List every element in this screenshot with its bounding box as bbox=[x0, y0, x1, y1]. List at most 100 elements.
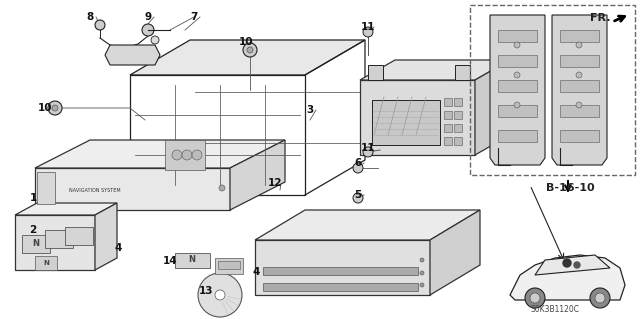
Polygon shape bbox=[360, 80, 475, 155]
Text: 2: 2 bbox=[29, 225, 36, 235]
Circle shape bbox=[420, 283, 424, 287]
Text: 4: 4 bbox=[252, 267, 260, 277]
Text: 10: 10 bbox=[239, 37, 253, 47]
Circle shape bbox=[52, 105, 58, 111]
Circle shape bbox=[363, 27, 373, 37]
Circle shape bbox=[576, 42, 582, 48]
Bar bbox=[498, 30, 537, 42]
Circle shape bbox=[198, 273, 242, 317]
Text: 1: 1 bbox=[29, 193, 36, 203]
Text: 3: 3 bbox=[307, 105, 314, 115]
Circle shape bbox=[530, 293, 540, 303]
Text: 10: 10 bbox=[38, 103, 52, 113]
Polygon shape bbox=[230, 140, 285, 210]
Text: 5: 5 bbox=[355, 190, 362, 200]
Polygon shape bbox=[95, 203, 117, 270]
Circle shape bbox=[420, 258, 424, 262]
Polygon shape bbox=[165, 140, 205, 170]
Bar bbox=[263, 267, 418, 275]
Circle shape bbox=[525, 288, 545, 308]
Polygon shape bbox=[15, 203, 117, 215]
Bar bbox=[498, 130, 537, 142]
Bar bbox=[454, 137, 462, 145]
Polygon shape bbox=[455, 65, 470, 80]
Circle shape bbox=[172, 150, 182, 160]
Text: N: N bbox=[43, 260, 49, 266]
Polygon shape bbox=[490, 15, 545, 165]
Text: S0K3B1120C: S0K3B1120C bbox=[531, 305, 579, 314]
Bar bbox=[454, 124, 462, 132]
Circle shape bbox=[215, 290, 225, 300]
Polygon shape bbox=[535, 255, 610, 275]
Polygon shape bbox=[35, 140, 285, 168]
Circle shape bbox=[353, 193, 363, 203]
Text: 11: 11 bbox=[361, 143, 375, 153]
Polygon shape bbox=[130, 40, 365, 75]
Polygon shape bbox=[45, 230, 73, 248]
Circle shape bbox=[192, 150, 202, 160]
Bar bbox=[444, 98, 452, 106]
Bar bbox=[560, 80, 599, 92]
Bar bbox=[560, 130, 599, 142]
Text: 7: 7 bbox=[190, 12, 198, 22]
Circle shape bbox=[247, 47, 253, 53]
Polygon shape bbox=[475, 60, 510, 155]
Text: B-16-10: B-16-10 bbox=[546, 183, 595, 193]
Circle shape bbox=[595, 293, 605, 303]
Bar bbox=[498, 55, 537, 67]
Bar bbox=[263, 283, 418, 291]
Bar bbox=[215, 258, 243, 274]
Circle shape bbox=[574, 262, 580, 268]
Text: 11: 11 bbox=[361, 22, 375, 32]
Circle shape bbox=[420, 271, 424, 275]
Bar bbox=[498, 80, 537, 92]
Circle shape bbox=[514, 72, 520, 78]
Bar bbox=[444, 124, 452, 132]
Circle shape bbox=[590, 288, 610, 308]
Text: 6: 6 bbox=[355, 158, 362, 168]
Text: 4: 4 bbox=[115, 243, 122, 253]
Bar bbox=[218, 261, 240, 269]
Text: FR.: FR. bbox=[590, 13, 611, 23]
Polygon shape bbox=[255, 210, 480, 240]
Circle shape bbox=[243, 43, 257, 57]
Circle shape bbox=[514, 102, 520, 108]
Polygon shape bbox=[175, 253, 210, 268]
Bar bbox=[560, 55, 599, 67]
Circle shape bbox=[219, 185, 225, 191]
Text: NAVIGATION SYSTEM: NAVIGATION SYSTEM bbox=[69, 188, 121, 192]
Circle shape bbox=[576, 72, 582, 78]
Polygon shape bbox=[552, 15, 607, 165]
Bar bbox=[454, 111, 462, 119]
Text: 9: 9 bbox=[145, 12, 152, 22]
Polygon shape bbox=[368, 65, 383, 80]
Circle shape bbox=[514, 42, 520, 48]
Polygon shape bbox=[255, 240, 430, 295]
Polygon shape bbox=[22, 235, 50, 253]
Circle shape bbox=[151, 36, 159, 44]
Bar bbox=[444, 111, 452, 119]
Polygon shape bbox=[430, 210, 480, 295]
Text: 14: 14 bbox=[163, 256, 177, 266]
Text: N: N bbox=[189, 256, 195, 264]
Text: 8: 8 bbox=[86, 12, 93, 22]
Polygon shape bbox=[105, 45, 160, 65]
Bar bbox=[372, 100, 440, 145]
Bar bbox=[560, 30, 599, 42]
Text: N: N bbox=[33, 240, 40, 249]
Circle shape bbox=[353, 163, 363, 173]
Polygon shape bbox=[35, 168, 230, 210]
Circle shape bbox=[563, 259, 571, 267]
Bar bbox=[37, 172, 55, 204]
Circle shape bbox=[95, 20, 105, 30]
Circle shape bbox=[363, 147, 373, 157]
Circle shape bbox=[142, 24, 154, 36]
Bar bbox=[444, 137, 452, 145]
Circle shape bbox=[182, 150, 192, 160]
Polygon shape bbox=[65, 227, 93, 245]
Text: 12: 12 bbox=[268, 178, 282, 188]
Polygon shape bbox=[360, 60, 510, 80]
Bar bbox=[454, 98, 462, 106]
Bar bbox=[470, 5, 635, 175]
Bar bbox=[560, 105, 599, 117]
